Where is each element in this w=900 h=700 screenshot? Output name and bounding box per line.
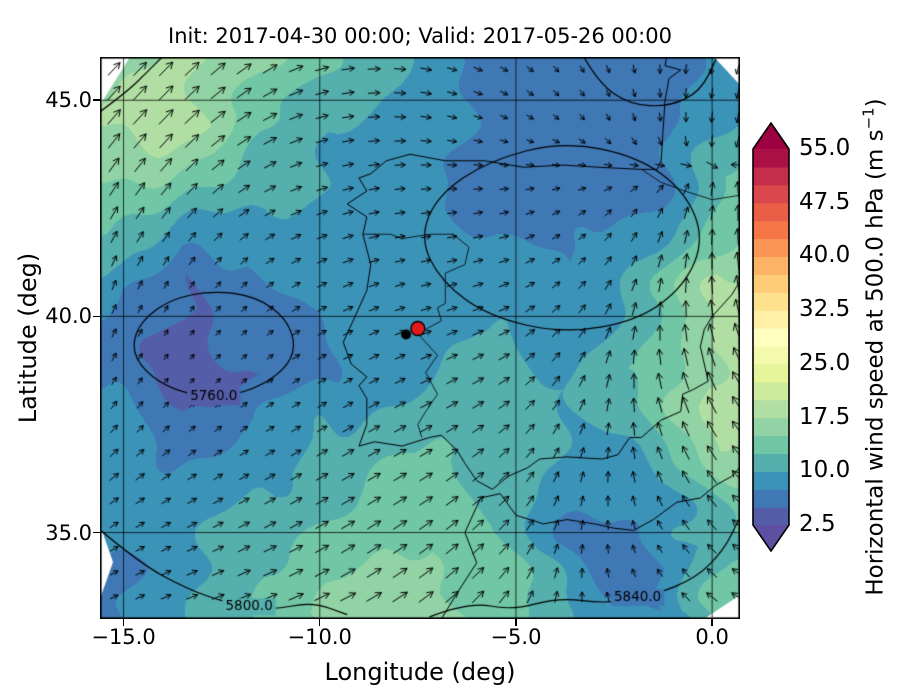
y-tick-label: 40.0: [45, 304, 92, 329]
colorbar-tick-label: 55.0: [799, 135, 851, 161]
y-tick-mark: [93, 531, 100, 534]
x-tick-label: −5.0: [490, 625, 542, 649]
colorbar-tick-label: 32.5: [799, 296, 851, 323]
colorbar-label-close: ): [862, 98, 889, 108]
colorbar-tick-label: 25.0: [799, 349, 851, 376]
colorbar-label-superscript: −1: [859, 107, 878, 130]
x-tick-label: 0.0: [695, 625, 729, 649]
x-tick-mark: [122, 619, 125, 626]
colorbar-tick-label: 10.0: [799, 457, 851, 484]
colorbar-tick-label: 2.5: [799, 511, 836, 537]
y-tick-mark: [93, 99, 100, 101]
y-tick-label: 45.0: [45, 88, 92, 113]
map-plot-area: [100, 57, 740, 619]
colorbar-extend-max-arrow: [753, 123, 789, 149]
x-tick-mark: [515, 619, 517, 626]
y-axis-label: Latitude (deg): [14, 252, 42, 424]
x-tick-label: −15.0: [91, 625, 156, 649]
colorbar-gradient: [752, 121, 790, 553]
colorbar-tick-label: 40.0: [799, 242, 851, 269]
x-tick-mark: [318, 619, 321, 626]
x-tick-mark: [711, 619, 713, 626]
x-tick-label: −10.0: [287, 625, 352, 649]
colorbar-extend-min-arrow: [753, 525, 789, 551]
colorbar-tick-label: 17.5: [799, 403, 851, 430]
y-tick-label: 35.0: [45, 520, 92, 545]
colorbar-label: Horizontal wind speed at 500.0 hPa (m s−…: [860, 98, 889, 595]
colorbar: [752, 121, 790, 553]
colorbar-tick-label: 47.5: [799, 188, 851, 215]
wind-map-canvas: [100, 57, 740, 619]
y-tick-mark: [93, 315, 100, 318]
x-axis-label: Longitude (deg): [324, 658, 516, 686]
plot-title: Init: 2017-04-30 00:00; Valid: 2017-05-2…: [168, 24, 672, 48]
colorbar-label-text: Horizontal wind speed at 500.0 hPa (m s: [862, 129, 889, 596]
